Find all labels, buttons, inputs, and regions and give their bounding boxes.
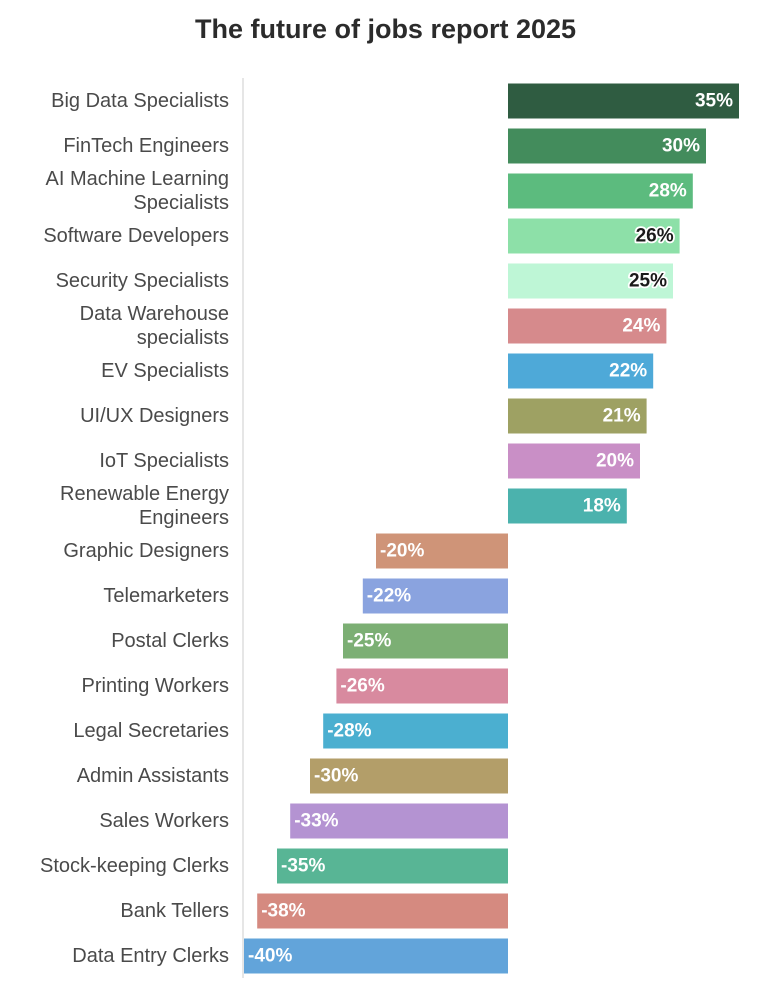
bar-5 [508,263,673,299]
category-label-16: Admin Assistants [77,765,229,787]
category-label-17: Sales Workers [99,810,229,832]
category-label-4: Software Developers [43,225,229,247]
category-label-7: EV Specialists [101,360,229,382]
bar-20 [244,938,508,974]
data-label-11: -20% [380,541,424,562]
category-label-18: Stock-keeping Clerks [40,855,229,877]
data-label-14: -26% [340,676,384,697]
category-label-10-line-1: Renewable Energy [60,483,229,505]
data-label-18: -35% [281,856,325,877]
bar-17 [290,803,508,839]
category-label-14: Printing Workers [82,675,229,697]
bar-1 [508,83,739,119]
data-label-15: -28% [327,721,371,742]
bar-11 [376,533,508,569]
data-label-4: 26% [636,226,674,247]
data-label-1: 35% [695,91,733,112]
data-label-3: 28% [649,181,687,202]
data-label-17: -33% [294,811,338,832]
data-label-7: 22% [609,361,647,382]
category-label-12: Telemarketers [103,585,229,607]
bar-19 [257,893,508,929]
bar-13 [343,623,508,659]
bar-16 [310,758,508,794]
category-label-6-line-1: Data Warehouse [80,303,229,325]
category-label-13: Postal Clerks [111,630,229,652]
category-label-11: Graphic Designers [63,540,229,562]
data-label-8: 21% [603,406,641,427]
category-label-20: Data Entry Clerks [72,945,229,967]
bar-6 [508,308,667,344]
category-label-3-line-2: Specialists [133,192,229,214]
bar-10 [508,488,627,524]
data-label-13: -25% [347,631,391,652]
bar-9 [508,443,640,479]
bar-14 [336,668,508,704]
data-label-2: 30% [662,136,700,157]
data-label-9: 20% [596,451,634,472]
category-label-6-line-2: specialists [137,327,229,349]
bar-7 [508,353,654,389]
data-label-5: 25% [629,271,667,292]
data-label-20: -40% [248,946,292,967]
category-label-19: Bank Tellers [120,900,229,922]
bar-3 [508,173,693,209]
data-label-19: -38% [261,901,305,922]
chart-title: The future of jobs report 2025 [194,14,577,44]
category-label-1: Big Data Specialists [51,90,229,112]
bar-12 [362,578,508,614]
bar-4 [508,218,680,254]
category-label-5: Security Specialists [56,270,229,292]
bar-8 [508,398,647,434]
category-label-10-line-2: Engineers [139,507,229,529]
data-label-16: -30% [314,766,358,787]
category-label-3-line-1: AI Machine Learning [46,168,229,190]
category-label-9: IoT Specialists [99,450,229,472]
data-label-10: 18% [583,496,621,517]
bar-2 [508,128,706,164]
category-label-15: Legal Secretaries [73,720,229,742]
category-label-2: FinTech Engineers [63,135,229,157]
bar-18 [277,848,508,884]
category-label-8: UI/UX Designers [80,405,229,427]
data-label-6: 24% [622,316,660,337]
bar-15 [323,713,508,749]
data-label-12: -22% [367,586,411,607]
